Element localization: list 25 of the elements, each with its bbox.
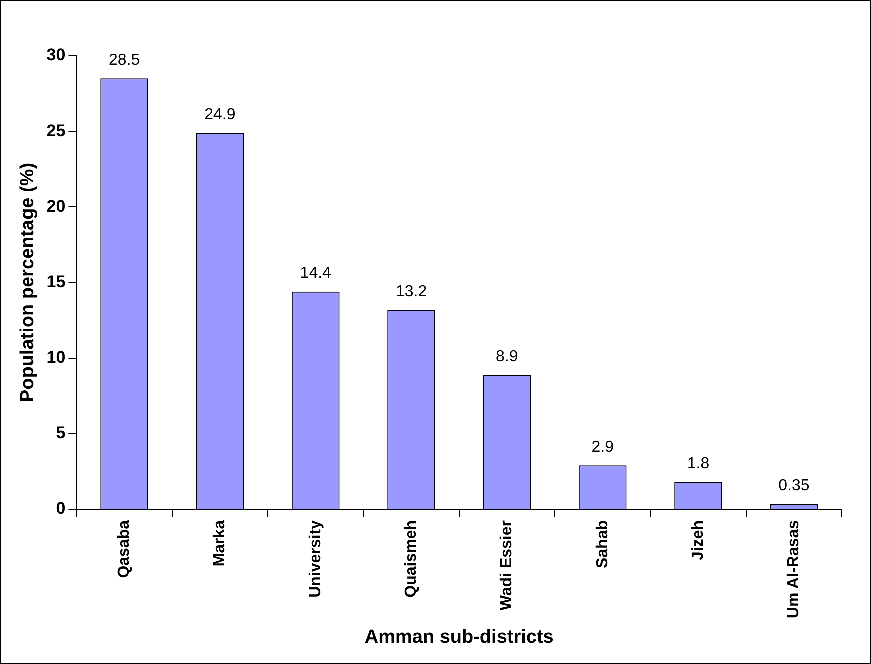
x-axis-title: Amman sub-districts: [364, 626, 554, 648]
data-label: 28.5: [108, 52, 140, 70]
y-tick-label: 10: [46, 348, 66, 368]
x-tick-label: Qasaba: [116, 520, 133, 578]
x-tick-label: Jizeh: [690, 520, 707, 561]
y-tick-label: 0: [56, 499, 66, 518]
x-tick-label: Wadi Essier: [498, 520, 516, 611]
y-tick-label: 15: [46, 272, 66, 292]
x-tick-label: Sahab: [594, 520, 612, 569]
y-tick-label: 25: [46, 121, 66, 140]
data-label: 14.4: [300, 265, 332, 282]
y-tick-label: 5: [56, 424, 66, 443]
y-tick-label: 30: [46, 46, 66, 65]
x-tick-label: Um Al-Rasas: [786, 520, 803, 619]
x-tick-label: Marka: [212, 520, 229, 567]
data-label: 2.9: [592, 439, 614, 456]
data-label: 24.9: [204, 106, 236, 124]
data-label: 13.2: [396, 283, 428, 300]
x-tick-label: Quaismeh: [402, 520, 420, 598]
x-tick-label: University: [307, 520, 324, 598]
data-label: 0.35: [778, 478, 810, 495]
data-label: 8.9: [496, 348, 518, 366]
y-tick-label: 20: [46, 196, 66, 216]
y-axis-title: Population percentage (%): [18, 162, 39, 403]
data-label: 1.8: [687, 456, 710, 473]
